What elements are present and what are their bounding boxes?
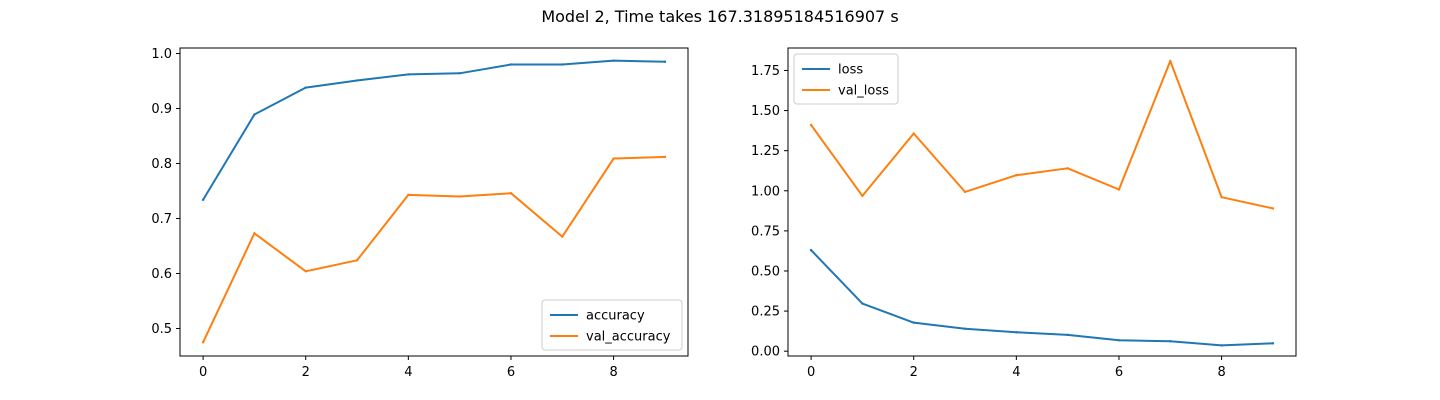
data-point-val_loss-0 [809,123,813,127]
loss-chart: 0 2 4 6 8 0.00 0.25 0.50 0.75 1.00 1.25 1.50 1.75 los… [751,47,1297,380]
legend-label-loss: loss [838,63,863,78]
x-tick-label: 0 [199,365,207,380]
data-point-loss-4 [1015,331,1018,334]
y-tick-label: 0.50 [751,264,780,279]
data-point-val_loss-3 [963,190,967,194]
data-point-accuracy-7 [561,63,564,66]
data-point-val_accuracy-1 [253,232,256,235]
y-tick-label: 0.25 [751,305,780,320]
x-tick-label: 6 [1115,365,1123,380]
x-tick-label: 8 [1217,365,1225,380]
data-point-loss-2 [912,321,915,324]
x-tick-label: 2 [302,365,310,380]
data-point-loss-8 [1220,344,1223,347]
y-tick-label: 1.25 [751,144,780,159]
data-point-accuracy-9 [663,60,667,63]
accuracy-chart: 0 2 4 6 8 0.5 0.6 0.7 0.8 0.9 1.0 accuracy val_accur… [151,47,689,380]
data-point-loss-7 [1169,340,1172,343]
y-tick-label: 0.7 [151,212,172,227]
data-point-val_loss-5 [1066,167,1069,170]
data-point-loss-5 [1066,333,1069,337]
data-point-val_loss-1 [861,194,864,198]
data-point-accuracy-2 [304,86,307,89]
y-tick-label: 0.9 [151,102,172,117]
data-point-accuracy-8 [612,59,615,62]
y-tick-label: 0.75 [751,224,780,239]
legend-label-accuracy: accuracy [586,309,645,324]
series-line-val_loss [809,59,1275,210]
data-point-val_accuracy-3 [355,259,359,262]
x-tick-label: 0 [807,365,815,380]
data-point-val_accuracy-8 [612,157,615,160]
data-point-val_accuracy-5 [458,195,461,198]
x-tick-label: 4 [404,365,412,380]
axes-frame [787,47,1297,357]
x-tick-label: 2 [910,365,918,380]
data-point-loss-6 [1117,339,1121,342]
data-point-val_accuracy-4 [407,193,410,197]
legend-label-val_accuracy: val_accuracy [586,330,671,345]
data-point-loss-3 [963,327,967,330]
data-point-loss-1 [861,302,864,305]
series-line-val_accuracy [201,155,666,344]
data-point-loss-9 [1271,342,1275,345]
data-point-loss-0 [809,248,813,252]
y-tick-label: 0.8 [151,157,172,172]
y-tick-label: 0.00 [751,345,780,360]
legend-box [793,53,899,105]
legend: accuracy val_accuracy [541,299,683,351]
axes-frame [179,47,689,357]
legend: loss val_loss [793,53,899,105]
data-point-val_loss-9 [1271,207,1275,210]
data-point-accuracy-6 [509,63,513,66]
data-point-val_loss-2 [912,132,915,135]
x-tick-label: 6 [507,365,515,380]
y-tick-label: 1.50 [751,104,780,119]
data-point-accuracy-4 [407,73,410,76]
y-tick-label: 0.5 [151,322,172,337]
data-point-val_accuracy-0 [201,341,205,344]
data-point-val_loss-7 [1169,59,1172,63]
x-tick-label: 4 [1012,365,1020,380]
y-tick-label: 1.00 [751,184,780,199]
legend-label-val_loss: val_loss [838,84,889,99]
y-tick-label: 1.0 [151,47,172,62]
data-point-val_loss-8 [1220,195,1223,199]
series-line-accuracy [201,59,666,202]
data-point-val_accuracy-9 [663,155,667,159]
figure-title: Model 2, Time takes 167.31895184516907 s [541,7,898,26]
data-point-val_loss-4 [1015,174,1018,177]
data-point-accuracy-5 [458,72,461,75]
data-point-accuracy-1 [253,113,256,116]
data-point-val_accuracy-6 [509,192,513,195]
data-point-accuracy-3 [355,79,359,82]
data-point-val_loss-6 [1117,188,1121,191]
data-point-accuracy-0 [201,198,205,201]
x-tick-label: 8 [609,365,617,380]
data-point-val_accuracy-2 [304,270,307,273]
data-point-val_accuracy-7 [561,235,564,238]
y-tick-label: 0.6 [151,267,172,282]
series-line-loss [809,248,1274,347]
legend-box [541,299,683,351]
y-tick-label: 1.75 [751,64,780,79]
